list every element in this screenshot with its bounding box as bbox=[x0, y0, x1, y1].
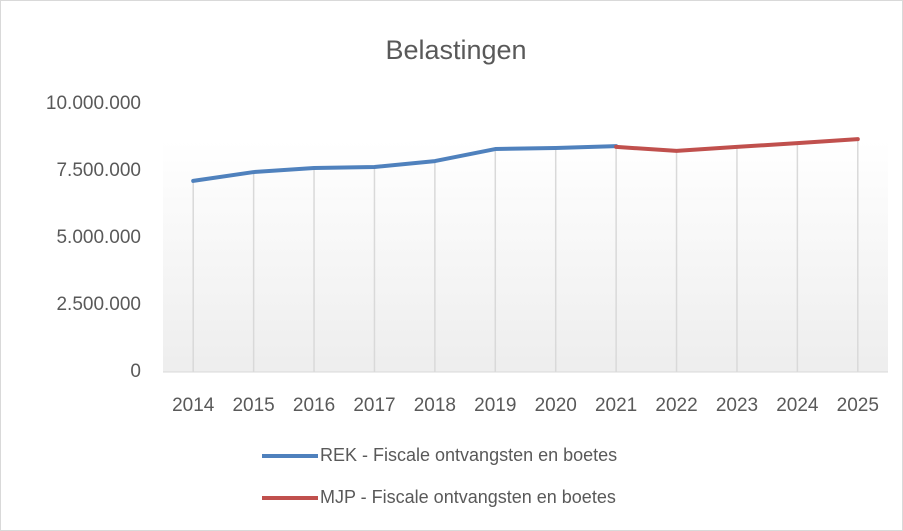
x-tick-label: 2018 bbox=[414, 395, 456, 416]
legend-label: REK - Fiscale ontvangsten en boetes bbox=[320, 445, 617, 465]
x-tick-label: 2022 bbox=[655, 395, 697, 416]
x-tick-label: 2015 bbox=[232, 395, 274, 416]
y-tick-label: 7.500.000 bbox=[56, 160, 141, 181]
x-tick-label: 2024 bbox=[776, 395, 819, 416]
x-tick-label: 2020 bbox=[535, 395, 577, 416]
y-tick-label: 5.000.000 bbox=[56, 227, 141, 248]
x-tick-label: 2023 bbox=[716, 395, 758, 416]
x-tick-label: 2021 bbox=[595, 395, 637, 416]
y-tick-label: 2.500.000 bbox=[56, 294, 141, 315]
series-line bbox=[614, 137, 860, 153]
x-tick-label: 2014 bbox=[172, 395, 215, 416]
legend-label: MJP - Fiscale ontvangsten en boetes bbox=[320, 487, 616, 507]
series-line bbox=[191, 144, 619, 183]
x-tick-label: 2025 bbox=[837, 395, 879, 416]
x-tick-label: 2019 bbox=[474, 395, 516, 416]
plot-shade bbox=[163, 140, 888, 372]
y-tick-label: 0 bbox=[130, 361, 141, 382]
x-tick-label: 2016 bbox=[293, 395, 335, 416]
y-tick-label: 10.000.000 bbox=[46, 93, 141, 114]
x-tick-label: 2017 bbox=[353, 395, 395, 416]
chart-title: Belastingen bbox=[385, 35, 526, 65]
